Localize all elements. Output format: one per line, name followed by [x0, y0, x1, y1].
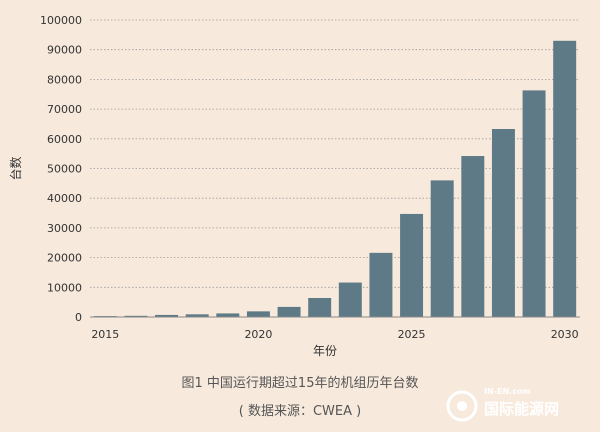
y-tick-label: 80000 — [47, 73, 82, 86]
y-tick-label: 20000 — [47, 252, 82, 265]
watermark-logo: IN-EN.com 国际能源网 — [440, 372, 600, 432]
figure-caption: 图1 中国运行期超过15年的机组历年台数 — [181, 376, 419, 391]
bar-2022 — [308, 297, 332, 317]
y-axis-title: 台数 — [8, 156, 23, 180]
watermark-name: 国际能源网 — [484, 400, 559, 418]
x-axis-ticks: 2015 2020 2025 2030 — [91, 328, 578, 341]
gridlines — [90, 19, 580, 288]
bar-2016 — [124, 315, 148, 317]
bar-2020 — [246, 311, 270, 317]
bar-chart: 0 10000 20000 30000 40000 50000 60000 70000 8000… — [8, 14, 580, 358]
bar-2023 — [338, 282, 362, 317]
bar-2018 — [185, 314, 209, 317]
y-tick-label: 100000 — [40, 14, 82, 27]
bar-2017 — [155, 314, 179, 317]
data-source: ( 数据来源：CWEA ) — [238, 404, 362, 419]
y-tick-label: 70000 — [47, 103, 82, 116]
logo-icon — [446, 390, 478, 422]
y-tick-label: 10000 — [47, 281, 82, 294]
y-tick-label: 50000 — [47, 163, 82, 176]
bar-2019 — [216, 313, 240, 317]
x-tick-label: 2015 — [91, 328, 119, 341]
y-tick-label: 30000 — [47, 222, 82, 235]
watermark-site: IN-EN.com — [484, 387, 531, 396]
bar-2025 — [400, 213, 424, 317]
bar-2021 — [277, 306, 301, 317]
y-tick-label: 90000 — [47, 44, 82, 57]
bars — [93, 40, 577, 317]
bar-2026 — [430, 180, 454, 317]
bar-2029 — [522, 90, 546, 317]
bar-2024 — [369, 252, 393, 317]
y-axis-ticks: 0 10000 20000 30000 40000 50000 60000 70000 8000… — [40, 14, 82, 324]
y-tick-label: 60000 — [47, 133, 82, 146]
x-tick-label: 2030 — [551, 328, 579, 341]
x-tick-label: 2025 — [398, 328, 426, 341]
y-tick-label: 40000 — [47, 192, 82, 205]
y-tick-label: 0 — [75, 311, 82, 324]
bar-2028 — [491, 128, 515, 317]
x-tick-label: 2020 — [244, 328, 272, 341]
bar-2027 — [461, 156, 485, 317]
bar-2030 — [553, 40, 577, 317]
x-axis-title: 年份 — [313, 344, 337, 358]
